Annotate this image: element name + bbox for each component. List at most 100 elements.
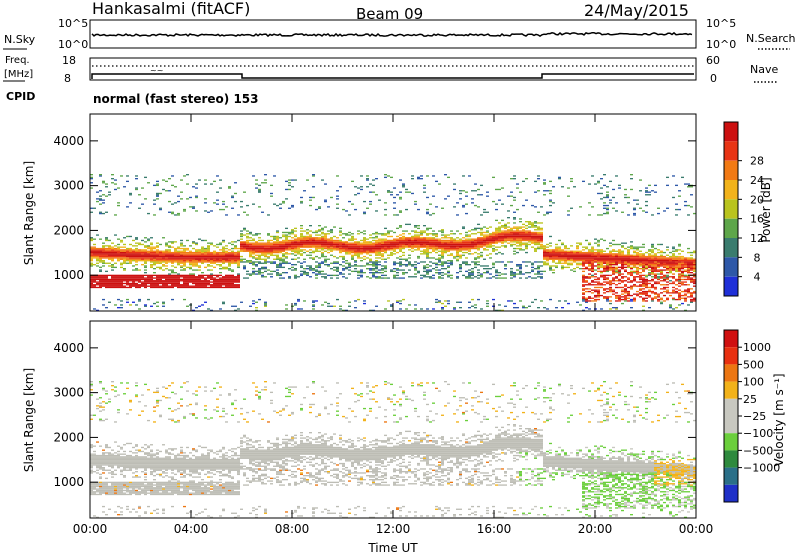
power-cell [471,198,474,200]
power-cell [432,242,435,244]
power-cell [669,282,672,285]
power-cell [480,265,483,267]
power-cell [657,294,660,297]
power-cell [417,272,420,274]
power-cell [561,251,564,254]
power-cell [606,277,609,279]
power-cell [384,268,387,270]
power-cell [324,234,327,236]
power-cell [459,257,462,259]
power-cell [513,253,516,255]
power-cell [177,273,180,275]
power-cell [429,245,432,247]
power-cell [243,268,246,270]
power-cell [237,276,240,278]
power-cell [105,186,108,188]
power-cell [171,277,174,279]
power-cell [126,257,129,259]
power-cell [318,206,321,208]
power-cell [576,250,579,252]
power-cell [444,234,447,236]
power-cell [231,270,234,273]
power-cell [258,190,261,192]
power-cell [678,285,681,287]
power-cell [219,274,222,277]
power-cell [306,250,309,252]
power-cell [504,234,507,236]
power-cell [492,266,495,269]
power-cell [264,261,267,263]
power-cell [462,245,465,247]
power-cell [189,253,192,255]
power-cell [372,265,375,267]
power-cell [276,245,279,247]
power-cell [603,274,606,277]
power-cell [156,184,159,187]
power-cell [141,250,144,252]
power-cell [279,247,282,250]
power-cell [228,254,231,256]
power-cell [387,245,390,247]
power-cell [99,249,102,251]
power-cell [444,246,447,248]
power-cell [624,247,627,250]
power-cell [138,249,141,251]
power-cell [672,277,675,279]
power-cell [399,191,402,193]
power-cell [579,257,582,259]
power-cell [573,270,576,273]
power-cell [240,246,243,248]
power-cell [432,277,435,279]
power-cell [288,188,291,191]
power-cell [369,243,372,246]
power-cell [615,253,618,255]
power-cell [174,266,177,269]
power-cell [174,254,177,256]
power-cell [123,249,126,251]
power-cell [249,254,252,256]
power-cell [117,284,120,286]
power-cell [642,257,645,259]
power-cell [276,257,279,259]
power-cell [402,298,405,301]
power-cell [387,277,390,279]
power-cell [435,206,438,208]
power-cell [93,257,96,259]
power-cell [204,301,207,303]
power-cell [549,266,552,269]
power-cell [138,284,141,286]
power-cell [222,246,225,248]
power-cell [183,284,186,286]
power-cell [135,245,138,247]
power-cell [606,255,609,258]
power-cell [420,243,423,246]
power-cell [411,264,414,266]
power-cell [447,239,450,242]
power-cell [99,258,102,260]
power-cell [312,174,315,176]
power-cell [387,243,390,246]
power-cell [453,257,456,259]
power-cell [264,250,267,252]
power-cell [579,260,582,262]
power-cell [471,305,474,307]
power-cell [123,246,126,248]
power-cell [147,246,150,248]
power-cell [153,284,156,286]
power-cell [90,265,93,267]
power-cell [228,253,231,255]
power-cell [639,288,642,290]
power-cell [684,261,687,263]
power-cell [294,239,297,242]
power-cell [144,258,147,260]
power-cell [102,247,105,250]
power-cell [405,241,408,243]
power-cell [153,214,156,216]
power-cell [537,237,540,239]
power-cell [291,233,294,235]
power-cell [483,226,486,228]
power-cell [246,245,249,247]
power-cell [243,243,246,246]
power-cell [579,262,582,264]
power-cell [501,253,504,255]
